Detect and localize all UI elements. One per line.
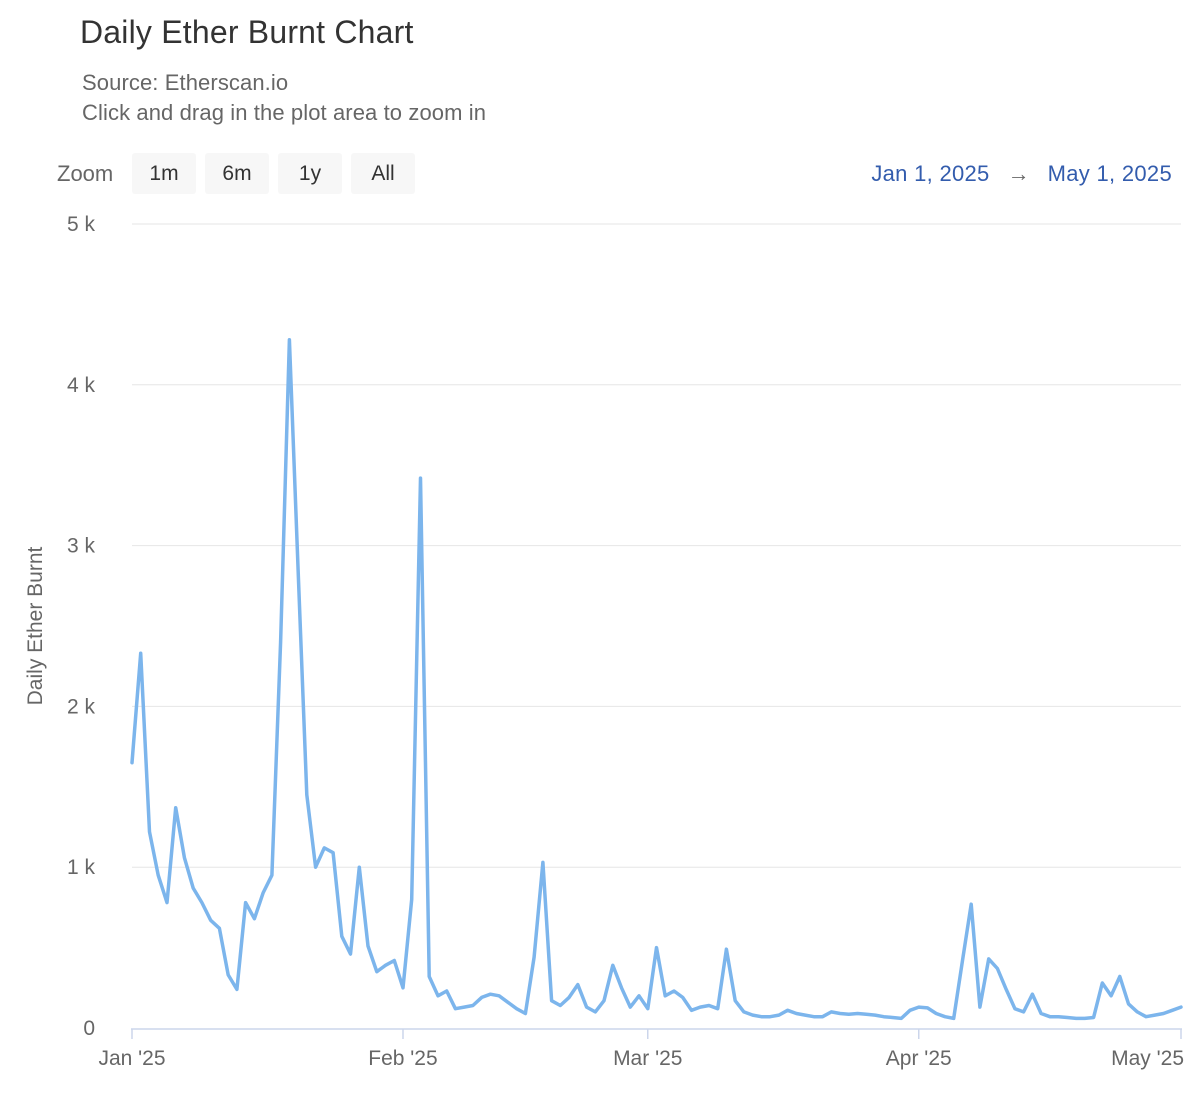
- y-axis-tick-label: 5 k: [67, 213, 96, 236]
- zoom-button-1m[interactable]: 1m: [132, 153, 196, 194]
- zoom-button-1y[interactable]: 1y: [278, 153, 342, 194]
- y-axis-tick-label: 1 k: [67, 856, 96, 879]
- x-axis-tick-label: Mar '25: [613, 1047, 682, 1070]
- plot-area[interactable]: [132, 224, 1181, 1028]
- y-axis-tick-label: 3 k: [67, 535, 96, 558]
- series-line-daily-ether-burnt: [130, 338, 1183, 1021]
- range-selector: Jan 1, 2025 → May 1, 2025: [871, 153, 1172, 194]
- x-axis-tick-label: Apr '25: [886, 1047, 952, 1070]
- x-axis-tick-label: Jan '25: [98, 1047, 165, 1070]
- zoom-button-all[interactable]: All: [351, 153, 415, 194]
- range-from-input[interactable]: Jan 1, 2025: [871, 160, 990, 186]
- y-axis-title: Daily Ether Burnt: [24, 546, 47, 705]
- y-axis-tick-label: 4 k: [67, 374, 96, 397]
- y-axis-tick-label: 0: [83, 1017, 95, 1040]
- range-to-input[interactable]: May 1, 2025: [1047, 160, 1172, 186]
- zoom-label: Zoom: [57, 160, 114, 186]
- range-toolbar: Zoom 1m 6m 1y All Jan 1, 2025 → May 1, 2…: [0, 153, 1200, 194]
- zoom-button-6m[interactable]: 6m: [205, 153, 269, 194]
- y-axis-tick-label: 2 k: [67, 695, 96, 718]
- chart-source-text: Source: Etherscan.io: [82, 70, 289, 95]
- zoom-button-group: 1m 6m 1y All: [132, 153, 415, 194]
- x-axis-tick-label: Feb '25: [368, 1047, 437, 1070]
- range-arrow-icon: →: [1007, 160, 1030, 186]
- page-title: Daily Ether Burnt Chart: [80, 14, 414, 50]
- x-axis-tick-label: May '25: [1111, 1047, 1184, 1070]
- chart-hint-text: Click and drag in the plot area to zoom …: [82, 100, 487, 125]
